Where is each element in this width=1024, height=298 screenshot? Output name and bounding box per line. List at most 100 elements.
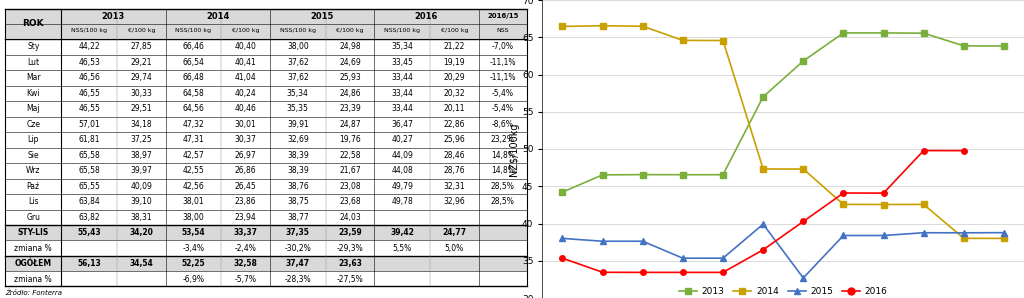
Text: 38,39: 38,39 xyxy=(287,151,308,160)
Text: 22,58: 22,58 xyxy=(339,151,360,160)
Text: 34,20: 34,20 xyxy=(129,228,154,237)
Text: 20,32: 20,32 xyxy=(443,89,465,98)
Text: 39,10: 39,10 xyxy=(130,197,153,206)
Text: 26,97: 26,97 xyxy=(234,151,257,160)
Text: 29,51: 29,51 xyxy=(130,104,153,113)
FancyBboxPatch shape xyxy=(221,24,270,38)
Text: 40,46: 40,46 xyxy=(234,104,257,113)
Text: 40,40: 40,40 xyxy=(234,42,257,51)
FancyBboxPatch shape xyxy=(117,256,166,271)
Text: 23,63: 23,63 xyxy=(338,259,361,268)
Text: 27,85: 27,85 xyxy=(130,42,153,51)
Text: 29,21: 29,21 xyxy=(131,58,153,67)
Text: 33,44: 33,44 xyxy=(391,73,413,82)
Text: 30,37: 30,37 xyxy=(234,135,257,144)
Text: 29,74: 29,74 xyxy=(130,73,153,82)
Text: 2013: 2013 xyxy=(101,12,125,21)
Text: -3,4%: -3,4% xyxy=(182,244,205,253)
Text: €/100 kg: €/100 kg xyxy=(336,28,364,33)
Text: 35,35: 35,35 xyxy=(287,104,309,113)
FancyBboxPatch shape xyxy=(270,256,326,271)
FancyBboxPatch shape xyxy=(166,24,221,38)
FancyBboxPatch shape xyxy=(221,225,270,240)
Text: 24,86: 24,86 xyxy=(339,89,360,98)
Text: €/100 kg: €/100 kg xyxy=(128,28,155,33)
Text: 14,8%: 14,8% xyxy=(490,166,515,175)
Text: 2014: 2014 xyxy=(206,12,229,21)
Text: 26,45: 26,45 xyxy=(234,182,257,191)
Text: Lis: Lis xyxy=(28,197,39,206)
Text: 39,42: 39,42 xyxy=(390,228,414,237)
Text: ROK: ROK xyxy=(23,19,44,28)
FancyBboxPatch shape xyxy=(166,9,221,24)
Text: 20,29: 20,29 xyxy=(443,73,465,82)
Text: 34,54: 34,54 xyxy=(129,259,154,268)
Text: 23,68: 23,68 xyxy=(339,197,360,206)
FancyBboxPatch shape xyxy=(166,225,221,240)
Text: Sie: Sie xyxy=(28,151,39,160)
FancyBboxPatch shape xyxy=(117,24,166,38)
Text: -11,1%: -11,1% xyxy=(489,73,516,82)
Text: -30,2%: -30,2% xyxy=(285,244,311,253)
Text: 66,54: 66,54 xyxy=(182,58,205,67)
FancyBboxPatch shape xyxy=(430,256,478,271)
Text: 47,32: 47,32 xyxy=(182,120,205,129)
Text: 38,00: 38,00 xyxy=(287,42,308,51)
Text: 23,59: 23,59 xyxy=(338,228,361,237)
Text: 63,84: 63,84 xyxy=(78,197,100,206)
Text: 19,76: 19,76 xyxy=(339,135,360,144)
Text: 52,25: 52,25 xyxy=(181,259,205,268)
Text: 38,77: 38,77 xyxy=(287,213,308,222)
Text: 40,24: 40,24 xyxy=(234,89,257,98)
Text: Maj: Maj xyxy=(27,104,40,113)
Text: 37,62: 37,62 xyxy=(287,58,308,67)
Text: 37,47: 37,47 xyxy=(286,259,310,268)
FancyBboxPatch shape xyxy=(221,9,270,24)
Text: 24,03: 24,03 xyxy=(339,213,360,222)
Text: NSS/100 kg: NSS/100 kg xyxy=(71,28,108,33)
FancyBboxPatch shape xyxy=(5,9,61,24)
Text: 21,22: 21,22 xyxy=(443,42,465,51)
Text: 25,96: 25,96 xyxy=(443,135,465,144)
Text: 23,94: 23,94 xyxy=(234,213,257,222)
Text: 38,01: 38,01 xyxy=(182,197,205,206)
Text: -29,3%: -29,3% xyxy=(337,244,364,253)
Legend: 2013, 2014, 2015, 2016: 2013, 2014, 2015, 2016 xyxy=(675,283,891,298)
Text: 33,44: 33,44 xyxy=(391,104,413,113)
Text: 46,55: 46,55 xyxy=(78,104,100,113)
Text: 42,55: 42,55 xyxy=(182,166,205,175)
Text: 57,01: 57,01 xyxy=(78,120,100,129)
Text: 53,54: 53,54 xyxy=(181,228,205,237)
Text: -2,4%: -2,4% xyxy=(234,244,257,253)
Text: Gru: Gru xyxy=(27,213,40,222)
Text: 46,56: 46,56 xyxy=(78,73,100,82)
Text: 2016/15: 2016/15 xyxy=(487,13,518,19)
Text: 38,97: 38,97 xyxy=(130,151,153,160)
Text: 32,31: 32,31 xyxy=(443,182,465,191)
Text: 20,11: 20,11 xyxy=(443,104,465,113)
Text: NSS/100 kg: NSS/100 kg xyxy=(384,28,420,33)
Text: -7,0%: -7,0% xyxy=(492,42,514,51)
FancyBboxPatch shape xyxy=(61,225,117,240)
Text: 40,41: 40,41 xyxy=(234,58,257,67)
Text: 2016: 2016 xyxy=(415,12,438,21)
Text: Paź: Paź xyxy=(27,182,40,191)
Text: 35,34: 35,34 xyxy=(287,89,309,98)
Text: 38,00: 38,00 xyxy=(182,213,205,222)
Text: 33,44: 33,44 xyxy=(391,89,413,98)
Text: 28,46: 28,46 xyxy=(443,151,465,160)
Text: 38,39: 38,39 xyxy=(287,166,308,175)
FancyBboxPatch shape xyxy=(326,225,374,240)
Text: 61,81: 61,81 xyxy=(79,135,100,144)
Text: 28,76: 28,76 xyxy=(443,166,465,175)
Text: 30,01: 30,01 xyxy=(234,120,257,129)
Text: 24,77: 24,77 xyxy=(442,228,466,237)
Text: 38,76: 38,76 xyxy=(287,182,308,191)
Text: 28,5%: 28,5% xyxy=(490,182,515,191)
FancyBboxPatch shape xyxy=(374,24,430,38)
FancyBboxPatch shape xyxy=(430,9,478,24)
Text: NSS/100 kg: NSS/100 kg xyxy=(175,28,212,33)
FancyBboxPatch shape xyxy=(326,256,374,271)
FancyBboxPatch shape xyxy=(270,225,326,240)
FancyBboxPatch shape xyxy=(326,24,374,38)
